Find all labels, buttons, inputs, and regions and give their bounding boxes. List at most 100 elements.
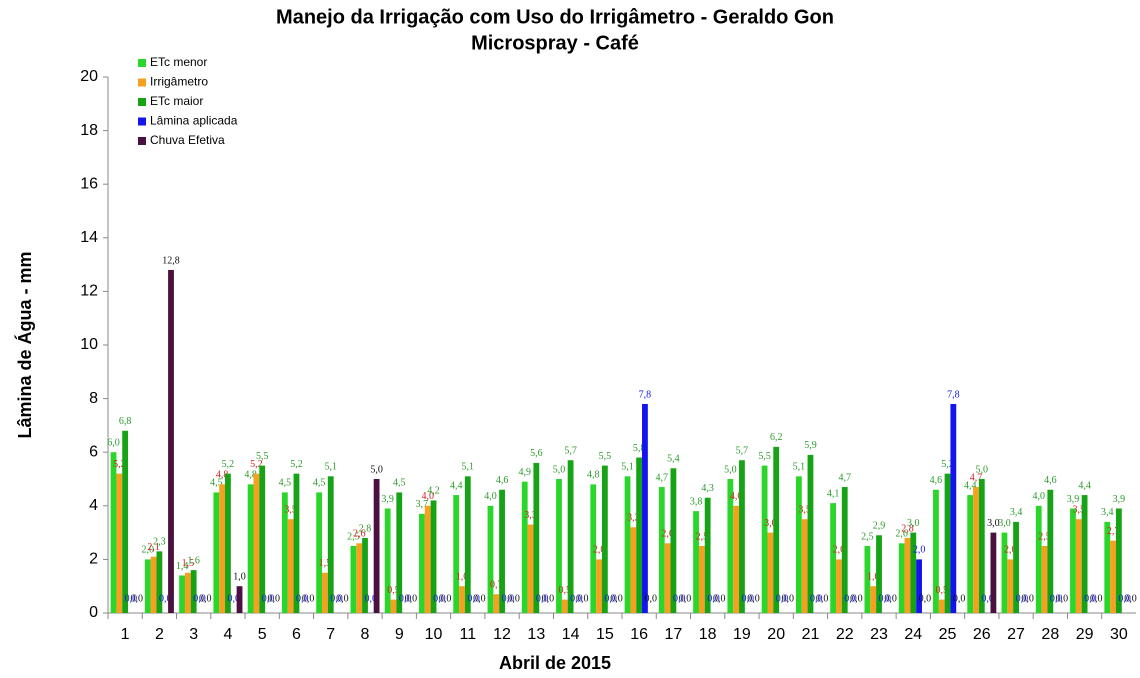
bar [110, 452, 117, 613]
legend-label: Lâmina aplicada [150, 114, 238, 128]
value-label: 4,3 [701, 483, 714, 494]
bar [773, 446, 780, 613]
value-label: 4,5 [279, 478, 292, 489]
x-tick-label: 7 [326, 626, 335, 643]
bar [259, 465, 266, 613]
bar [967, 495, 974, 613]
bar [978, 479, 985, 613]
bar [373, 479, 380, 613]
value-label: 4,4 [964, 480, 977, 491]
value-label: 3,4 [1010, 507, 1023, 518]
bar [1035, 505, 1042, 613]
bar [459, 586, 465, 613]
value-label: 2,0 [1004, 545, 1017, 556]
chart-subtitle: Microspray - Café [471, 32, 639, 54]
value-label: 4,6 [930, 475, 943, 486]
value-label: 2,0 [913, 545, 926, 556]
bar [693, 511, 699, 613]
bar [704, 497, 711, 613]
bar [1041, 546, 1048, 613]
bar [836, 559, 842, 613]
value-label: 5,5 [758, 451, 771, 462]
value-label: 0,0 [330, 593, 343, 604]
value-label: 5,5 [599, 451, 612, 462]
bar [727, 479, 734, 613]
bar [293, 473, 300, 613]
bar [1115, 508, 1122, 613]
value-label: 5,1 [793, 462, 806, 473]
value-label: 0,0 [1118, 593, 1131, 604]
bar [944, 473, 951, 613]
bar [116, 473, 123, 613]
legend-label: ETc menor [150, 55, 207, 69]
legend-swatch [138, 137, 146, 145]
value-label: 3,0 [764, 518, 777, 529]
value-label: 3,9 [381, 494, 394, 505]
y-tick-label: 16 [80, 175, 98, 192]
bar [156, 551, 163, 613]
x-tick-label: 13 [527, 626, 545, 643]
value-label: 6,2 [770, 432, 783, 443]
value-label: 0,0 [673, 593, 686, 604]
bar [807, 454, 814, 613]
x-tick-label: 1 [121, 626, 130, 643]
value-label: 5,4 [667, 454, 680, 465]
bar [990, 532, 997, 613]
x-tick-label: 9 [395, 626, 404, 643]
value-label: 4,4 [1078, 480, 1091, 491]
value-label: 0,0 [644, 593, 657, 604]
bar [430, 500, 437, 613]
x-tick-label: 6 [292, 626, 301, 643]
value-label: 2,1 [147, 542, 160, 553]
bar [933, 489, 939, 613]
x-tick-label: 15 [596, 626, 614, 643]
bar [664, 543, 671, 613]
value-label: 4,0 [1032, 491, 1045, 502]
bar [830, 503, 837, 613]
value-label: 0,0 [536, 593, 549, 604]
value-label: 5,1 [621, 462, 634, 473]
value-label: 5,0 [976, 464, 989, 475]
y-tick-label: 10 [80, 336, 98, 353]
bar [841, 487, 848, 613]
value-label: 2,5 [347, 531, 360, 542]
value-label: 0,0 [296, 593, 309, 604]
x-tick-label: 8 [361, 626, 370, 643]
bar [419, 513, 425, 613]
value-label: 1,0 [456, 571, 469, 582]
bar [733, 505, 740, 613]
bar [225, 473, 231, 613]
x-tick-label: 21 [802, 626, 820, 643]
bar [527, 524, 534, 613]
value-label: 0,0 [1084, 593, 1097, 604]
value-label: 2,6 [661, 529, 674, 540]
bar [1001, 532, 1008, 613]
value-label: 0,5 [387, 585, 400, 596]
bar [596, 559, 602, 613]
bar [499, 489, 505, 613]
value-label: 4,0 [421, 491, 434, 502]
x-tick-label: 14 [562, 626, 580, 643]
value-label: 5,0 [553, 464, 566, 475]
x-tick-label: 22 [836, 626, 854, 643]
x-tick-label: 27 [1007, 626, 1025, 643]
bar [219, 484, 226, 613]
bar [698, 546, 705, 613]
value-label: 0,0 [130, 593, 143, 604]
bar [938, 599, 945, 613]
x-tick-label: 5 [258, 626, 267, 643]
value-label: 1,4 [176, 561, 189, 572]
bar [636, 457, 643, 613]
bar [396, 492, 403, 613]
value-label: 0,0 [1016, 593, 1029, 604]
value-label: 0,0 [405, 593, 418, 604]
value-label: 1,5 [319, 558, 332, 569]
bar [630, 527, 637, 613]
value-label: 3,0 [907, 518, 920, 529]
value-label: 2,5 [696, 531, 709, 542]
value-label: 1,6 [187, 555, 200, 566]
legend-swatch [138, 117, 146, 126]
value-label: 0,0 [919, 593, 932, 604]
value-label: 2,8 [901, 523, 914, 534]
value-label: 4,8 [216, 470, 229, 481]
